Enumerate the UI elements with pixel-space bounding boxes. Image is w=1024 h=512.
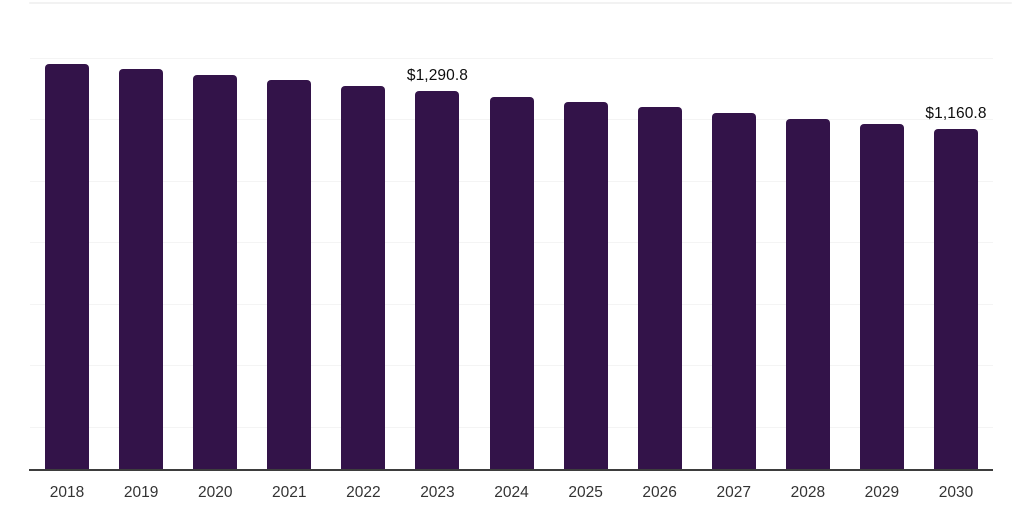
bar-slot-2030: $1,160.8 <box>919 0 993 470</box>
bar-slot-2028 <box>771 0 845 470</box>
bar-slot-2020 <box>178 0 252 470</box>
x-tick-label-2021: 2021 <box>272 484 307 501</box>
bar-2026[interactable] <box>637 107 682 470</box>
data-label-2023: $1,290.8 <box>406 67 468 84</box>
bar-2024[interactable] <box>489 96 534 470</box>
bar-2028[interactable] <box>785 118 830 470</box>
bar-slot-2026 <box>623 0 697 470</box>
gridline <box>30 57 993 59</box>
x-tick-label-2020: 2020 <box>197 484 233 501</box>
plot-area: $1,290.8 $1,160.8 <box>29 0 993 471</box>
x-tick-label-2022: 2022 <box>346 484 381 501</box>
data-label-2030: $1,160.8 <box>925 105 987 123</box>
x-tick-label-2023: 2023 <box>420 484 455 501</box>
bar-slot-2021 <box>252 0 326 470</box>
x-tick-label-2028: 2028 <box>790 484 826 501</box>
bar-2023[interactable] <box>415 91 460 470</box>
x-tick-label-2027: 2027 <box>716 484 751 501</box>
bar-slot-2025 <box>549 0 623 470</box>
bar-slot-2019 <box>104 0 178 470</box>
bar-2027[interactable] <box>711 113 756 470</box>
x-axis-line <box>29 469 993 471</box>
x-tick-label-2018: 2018 <box>49 484 85 501</box>
bar-slot-2023: $1,290.8 <box>400 0 474 470</box>
bar-slot-2022 <box>326 0 400 470</box>
bar-slot-2027 <box>697 0 771 470</box>
x-tick-label-2026: 2026 <box>642 484 677 501</box>
bar-2025[interactable] <box>563 102 608 470</box>
bar-2018[interactable] <box>45 63 90 470</box>
x-tick-label-2025: 2025 <box>568 484 603 501</box>
bar-2020[interactable] <box>193 74 238 470</box>
bar-slot-2018 <box>30 0 104 470</box>
bar-slot-2029 <box>845 0 919 470</box>
bar-slot-2024 <box>474 0 548 470</box>
bar-2030[interactable] <box>933 129 978 470</box>
x-tick-label-2029: 2029 <box>864 484 900 501</box>
bar-2019[interactable] <box>119 69 164 470</box>
x-tick-label-2019: 2019 <box>123 484 159 501</box>
x-axis-labels: 2018 2019 2020 2021 2022 2023 2024 2025 2026 2027… <box>30 470 993 502</box>
chart-top-border <box>29 2 1012 4</box>
x-tick-label-2030: 2030 <box>938 484 974 501</box>
bar-2021[interactable] <box>267 80 312 470</box>
bars-row: $1,290.8 $1,160.8 <box>30 0 993 470</box>
bar-2022[interactable] <box>341 85 386 470</box>
bar-2029[interactable] <box>859 123 904 470</box>
x-tick-label-2024: 2024 <box>494 484 529 501</box>
